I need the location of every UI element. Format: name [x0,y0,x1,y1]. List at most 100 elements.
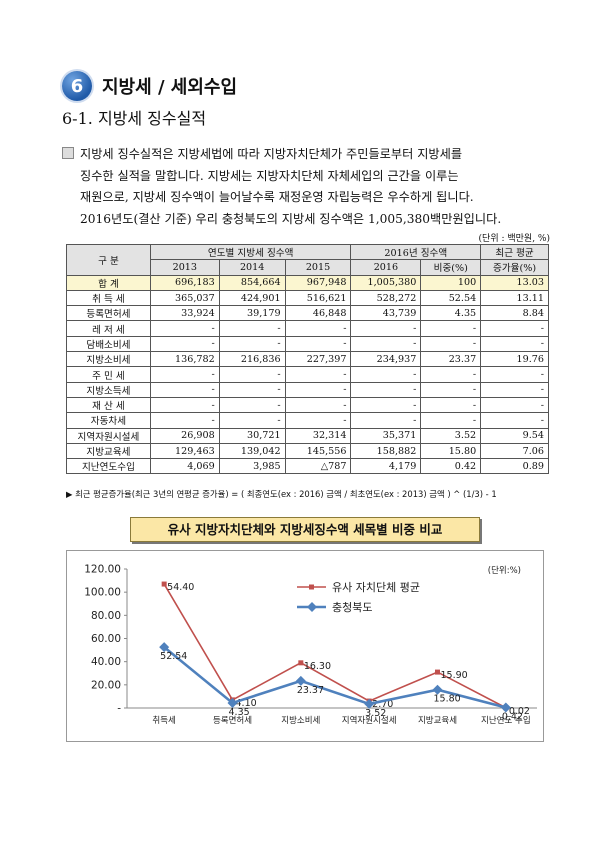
y-tick-label: 120.00 [84,564,121,576]
cell-value: - [350,320,422,337]
data-label: 16.30 [304,661,331,672]
checkbox-bullet-icon [62,147,74,159]
cell-value: 528,272 [350,289,422,307]
row-label: 지난연도수입 [66,458,151,475]
row-label: 합 계 [66,274,151,291]
cell-value: 23.37 [420,351,482,368]
cell-value: 967,948 [284,274,352,291]
table-row: 레 저 세------ [66,320,549,337]
cell-value: 26,908 [149,427,220,444]
data-label: 4.35 [229,707,250,718]
table-row: 재 산 세------ [66,396,549,414]
cell-value: - [480,320,549,337]
cell-value: 43,739 [350,305,422,322]
table-row: 담배소비세 - - - - - - [66,335,549,353]
header-recent-avg: 최근 평균 [480,243,549,261]
x-tick-label: 지방소비세 [281,715,320,726]
cell-value: - [350,381,422,398]
cell-value: - [218,412,286,429]
data-label: 0.02 [509,706,530,717]
cell-value: 13.03 [480,274,549,291]
cell-value: - [420,320,482,337]
cell-value: 3,985 [218,458,286,475]
cell-value: 158,882 [350,442,422,460]
y-tick-label: 20.00 [91,679,121,691]
cell-value: 1,005,380 [350,274,422,291]
cell-value: 32,314 [284,427,352,444]
row-label: 레 저 세 [66,320,151,337]
cell-value: - [420,335,482,353]
cell-value: 19.76 [480,351,549,368]
row-label: 주 민 세 [66,366,151,383]
series-marker [227,697,238,708]
paragraph-line: 재원으로, 지방세 징수액이 늘어날수록 재정운영 자립능력은 우수하게 됩니다… [80,190,474,204]
x-tick-label: 지방교육세 [418,715,457,726]
cell-value: - [149,381,220,398]
cell-value: 39,179 [218,305,286,322]
table-row: 지방교육세 129,463 139,042 145,556 158,882 15.80 7.… [66,442,549,460]
x-tick-label: 지역자원시설세 [342,715,397,726]
cell-value: 33,924 [149,305,220,322]
data-label: 4.10 [236,698,257,709]
table-row: 합 계 696,183 854,664 967,948 1,005,380 100 13.0… [66,274,549,291]
table-row: 지방소비세 136,782 216,836 227,397 234,937 23.37 19… [66,351,549,368]
tax-collection-table: 구 분 연도별 지방세 징수액 2016년 징수액 최근 평균 2013 201… [66,243,549,475]
cell-value: - [350,366,422,383]
subsection-title: 6-1. 지방세 징수실적 [62,109,207,128]
y-tick-label: 60.00 [91,633,121,645]
cell-value: - [149,412,220,429]
series-marker [500,702,511,713]
cell-value: 365,037 [149,289,220,307]
cell-value: 0.89 [480,458,549,475]
cell-value: 52.54 [420,289,482,307]
cell-value: - [420,366,482,383]
cell-value: - [480,412,549,429]
data-label: 15.80 [434,694,461,705]
row-label: 취 득 세 [66,289,151,307]
chart-container: - 20.00 40.00 60.00 80.00 100.00 120.00 취득세 등록면허… [66,550,544,742]
header-2015: 2015 [284,259,352,276]
cell-value: 30,721 [218,427,286,444]
unit-label: (단위 : 백만원, %) [478,234,550,244]
paragraph-line: 2016년도(결산 기준) 우리 충청북도의 지방세 징수액은 1,005,38… [80,211,502,226]
cell-value: - [149,366,220,383]
cell-value: - [350,396,422,414]
cell-value: 227,397 [284,351,352,368]
y-tick-label: - [117,703,121,715]
cell-value: - [218,381,286,398]
cell-value: 7.06 [480,442,549,460]
table-row: 등록면허세 33,924 39,179 46,848 43,739 4.35 8.84 [66,305,549,322]
cell-value: - [218,335,286,353]
cell-value: - [350,412,422,429]
cell-value: 13.11 [480,289,549,307]
cell-value: - [284,381,352,398]
row-label: 재 산 세 [66,396,151,414]
cell-value: - [218,366,286,383]
legend-label: 충청북도 [332,601,372,614]
header-2016: 2016년 징수액 [350,243,482,261]
header-2016-amount: 2016 [350,259,422,276]
y-tick-label: 100.00 [84,587,121,599]
cell-value: - [149,396,220,414]
cell-value: - [284,396,352,414]
legend-marker [307,602,317,612]
paragraph-line: 징수한 실적을 말합니다. 지방세는 지방자치단체 자체세입의 근간을 이루는 [80,168,459,183]
cell-value: - [420,412,482,429]
line-chart: - 20.00 40.00 60.00 80.00 100.00 120.00 취득세 등록면허… [84,564,537,726]
table-row: 자동차세 - - - - - - [66,412,549,429]
header-yearly: 연도별 지방세 징수액 [149,243,352,261]
cell-value: 15.80 [420,442,482,460]
table-row: 지난연도수입 4,069 3,985 △787 4,179 0.42 0.89 [66,458,549,475]
table-row: 주 민 세------ [66,366,549,383]
cell-value: 46,848 [284,305,352,322]
cell-value: 424,901 [218,289,286,307]
cell-value: - [149,335,220,353]
data-label: 3.52 [365,708,386,719]
data-label: 54.40 [167,582,194,593]
cell-value: 854,664 [218,274,286,291]
x-tick-label: 등록면허세 [213,715,252,726]
section-number-badge: 6 [62,71,92,101]
cell-value: 0.42 [420,458,482,475]
series-marker [432,684,443,695]
section-header: 6 지방세 / 세외수입 [62,68,237,104]
